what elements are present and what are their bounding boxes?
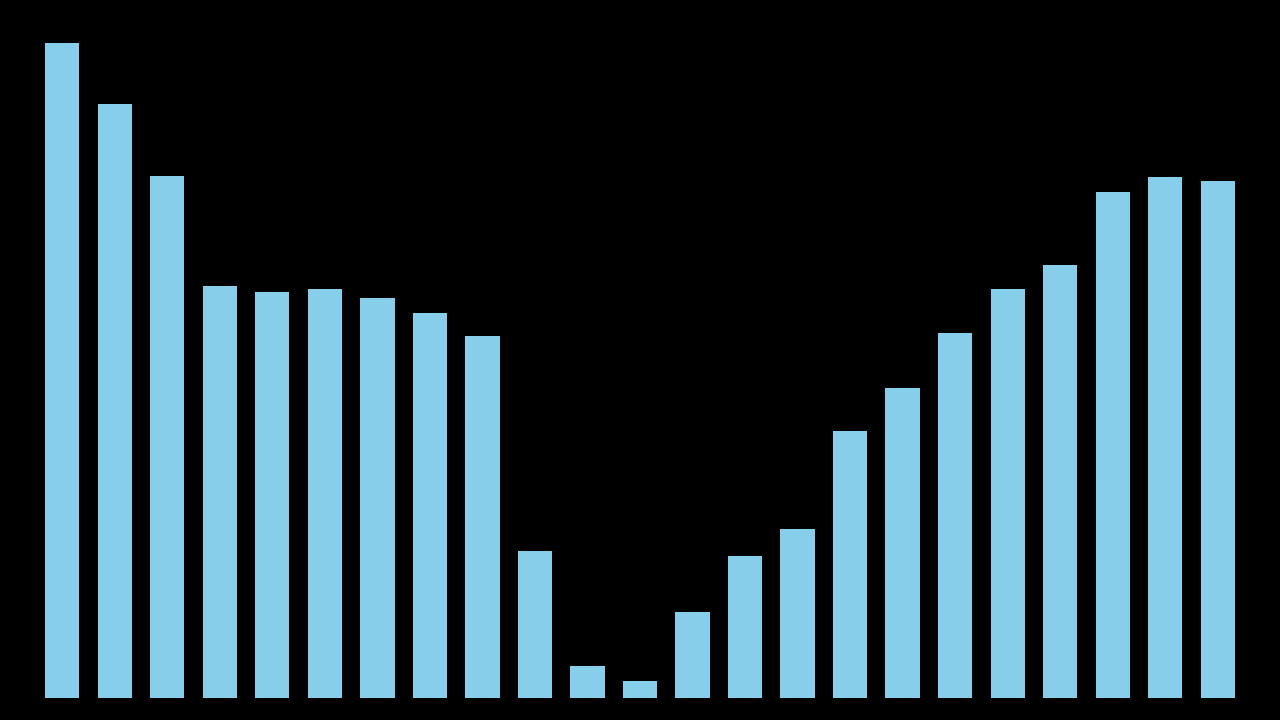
Bar <box>623 681 657 698</box>
Bar <box>781 529 814 698</box>
Bar <box>938 333 972 698</box>
Bar <box>676 612 709 698</box>
Bar <box>886 388 919 698</box>
Bar <box>1148 177 1183 698</box>
Bar <box>361 298 394 698</box>
Bar <box>833 431 867 698</box>
Bar <box>1096 192 1130 698</box>
Bar <box>518 551 552 698</box>
Bar <box>413 312 447 698</box>
Bar <box>308 289 342 698</box>
Bar <box>466 336 499 698</box>
Bar <box>45 43 79 698</box>
Bar <box>1201 181 1235 698</box>
Bar <box>255 292 289 698</box>
Bar <box>728 557 762 698</box>
Bar <box>150 176 184 698</box>
Bar <box>97 104 132 698</box>
Bar <box>202 286 237 698</box>
Bar <box>571 666 604 698</box>
Bar <box>1043 265 1078 698</box>
Bar <box>991 289 1025 698</box>
